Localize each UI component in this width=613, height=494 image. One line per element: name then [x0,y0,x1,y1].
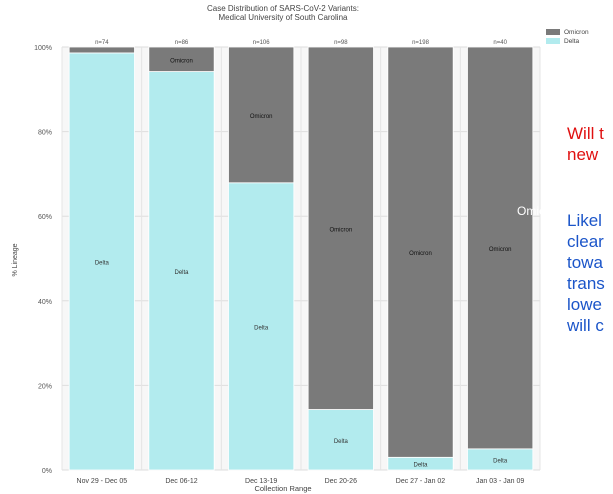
answer-line: Likel [567,211,602,230]
bar-delta [68,52,135,471]
side-question-text: Will t new [567,123,604,165]
legend-label: Delta [564,38,580,45]
omicron-overlay-label: Omicron [517,204,563,218]
count-label: n=98 [334,40,348,46]
count-label: n=86 [175,40,189,46]
legend-swatch [546,29,560,35]
bar-label-delta: Delta [493,458,508,464]
bar-omicron [68,46,135,54]
count-label: n=40 [493,40,507,46]
count-label: n=74 [95,40,109,46]
y-tick-label: 20% [38,383,52,390]
bar-omicron [387,46,454,458]
answer-line: lowe [567,295,602,314]
answer-line: clear [567,232,604,251]
count-labels: n=74 n=86 n=106 n=98 n=198 n=40 [95,40,508,46]
bar-label-delta: Delta [334,439,349,445]
bar-omicron [307,46,374,410]
bars: Delta Delta Omicron Delta Omicron Delta Omicro… [68,46,534,471]
bar-omicron [467,46,534,450]
legend-swatch [546,38,560,44]
bar-label-omicron: Omicron [329,227,352,233]
bar-label-delta: Delta [413,463,428,469]
y-tick-label: 0% [42,468,52,475]
bar-label-omicron: Omicron [250,114,273,120]
chart-title: Case Distribution of SARS-CoV-2 Variants… [207,4,359,13]
count-label: n=198 [412,40,430,46]
count-label: n=106 [253,40,271,46]
side-answer-text: Likel clear towa trans lowe will c [567,210,605,336]
y-tick-label: 100% [34,45,52,52]
chart-subtitle: Medical University of South Carolina [219,13,348,22]
grid-lines [61,46,541,471]
answer-line: will c [567,316,604,335]
question-line-2: new [567,145,599,164]
y-axis-label: % Lineage [12,243,19,276]
x-tick-labels: Nov 29 - Dec 05 Dec 06-12 Dec 13-19 Dec 20-… [77,478,525,485]
legend: Omicron Delta [546,29,589,45]
x-tick-label: Dec 06-12 [165,478,197,485]
question-line-1: Will t [567,124,604,143]
bar-delta [228,182,295,471]
x-tick-label: Dec 20-26 [325,478,357,485]
answer-line: towa [567,253,603,272]
y-tick-labels: 0% 20% 40% 60% 80% 100% [34,45,52,475]
y-tick-label: 60% [38,214,52,221]
x-tick-label: Dec 13-19 [245,478,277,485]
bar-label-delta: Delta [254,325,269,331]
legend-label: Omicron [564,29,589,36]
bar-label-omicron: Omicron [409,251,432,257]
bar-omicron [148,46,215,72]
x-axis-label: Collection Range [254,484,311,493]
x-tick-label: Dec 27 - Jan 02 [396,478,446,485]
answer-line: trans [567,274,605,293]
bar-label-delta: Delta [95,260,110,266]
x-tick-label: Nov 29 - Dec 05 [77,478,128,485]
bar-label-delta: Delta [174,270,189,276]
bar-label-omicron: Omicron [489,247,512,253]
y-tick-label: 80% [38,130,52,137]
x-tick-label: Jan 03 - Jan 09 [476,478,524,485]
y-tick-label: 40% [38,299,52,306]
bar-omicron [228,46,295,184]
bar-label-omicron: Omicron [170,58,193,64]
